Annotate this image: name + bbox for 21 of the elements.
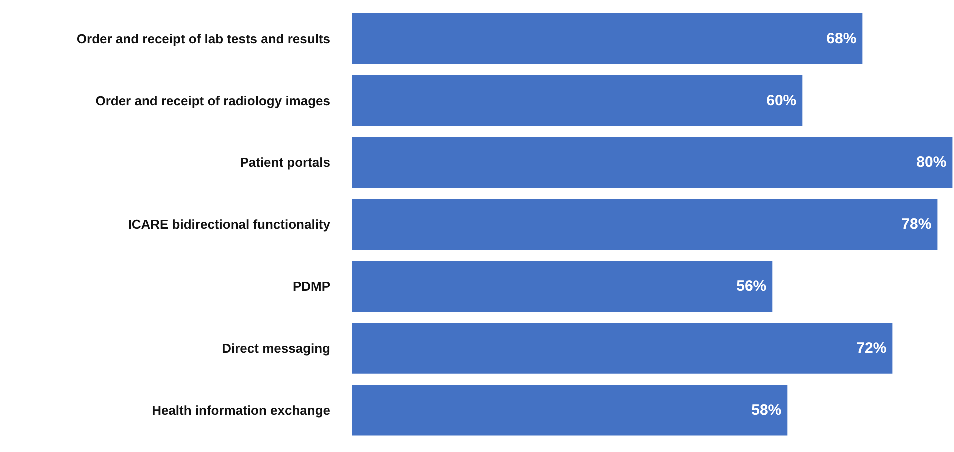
bar	[352, 323, 893, 374]
data-label: 78%	[902, 216, 932, 234]
bar	[352, 199, 938, 250]
bar	[352, 14, 863, 64]
y-tick-label: PDMP	[292, 279, 331, 294]
y-tick-label: Direct messaging	[222, 340, 331, 356]
bar	[352, 137, 953, 188]
y-tick-label: Order and receipt of lab tests and results	[76, 31, 331, 46]
data-label: 58%	[752, 402, 782, 419]
bar	[352, 75, 803, 126]
y-tick-label: Patient portals	[240, 155, 330, 170]
data-label: 68%	[826, 30, 857, 48]
bar	[352, 261, 773, 312]
y-tick-label: Order and receipt of radiology images	[96, 93, 330, 108]
data-label: 60%	[766, 92, 797, 110]
y-tick-label: ICARE bidirectional functionality	[128, 217, 332, 232]
data-label: 56%	[736, 278, 767, 296]
bar	[352, 385, 788, 436]
data-label: 72%	[856, 340, 887, 357]
y-tick-label: Health information exchange	[152, 402, 330, 418]
data-label: 80%	[916, 154, 947, 172]
